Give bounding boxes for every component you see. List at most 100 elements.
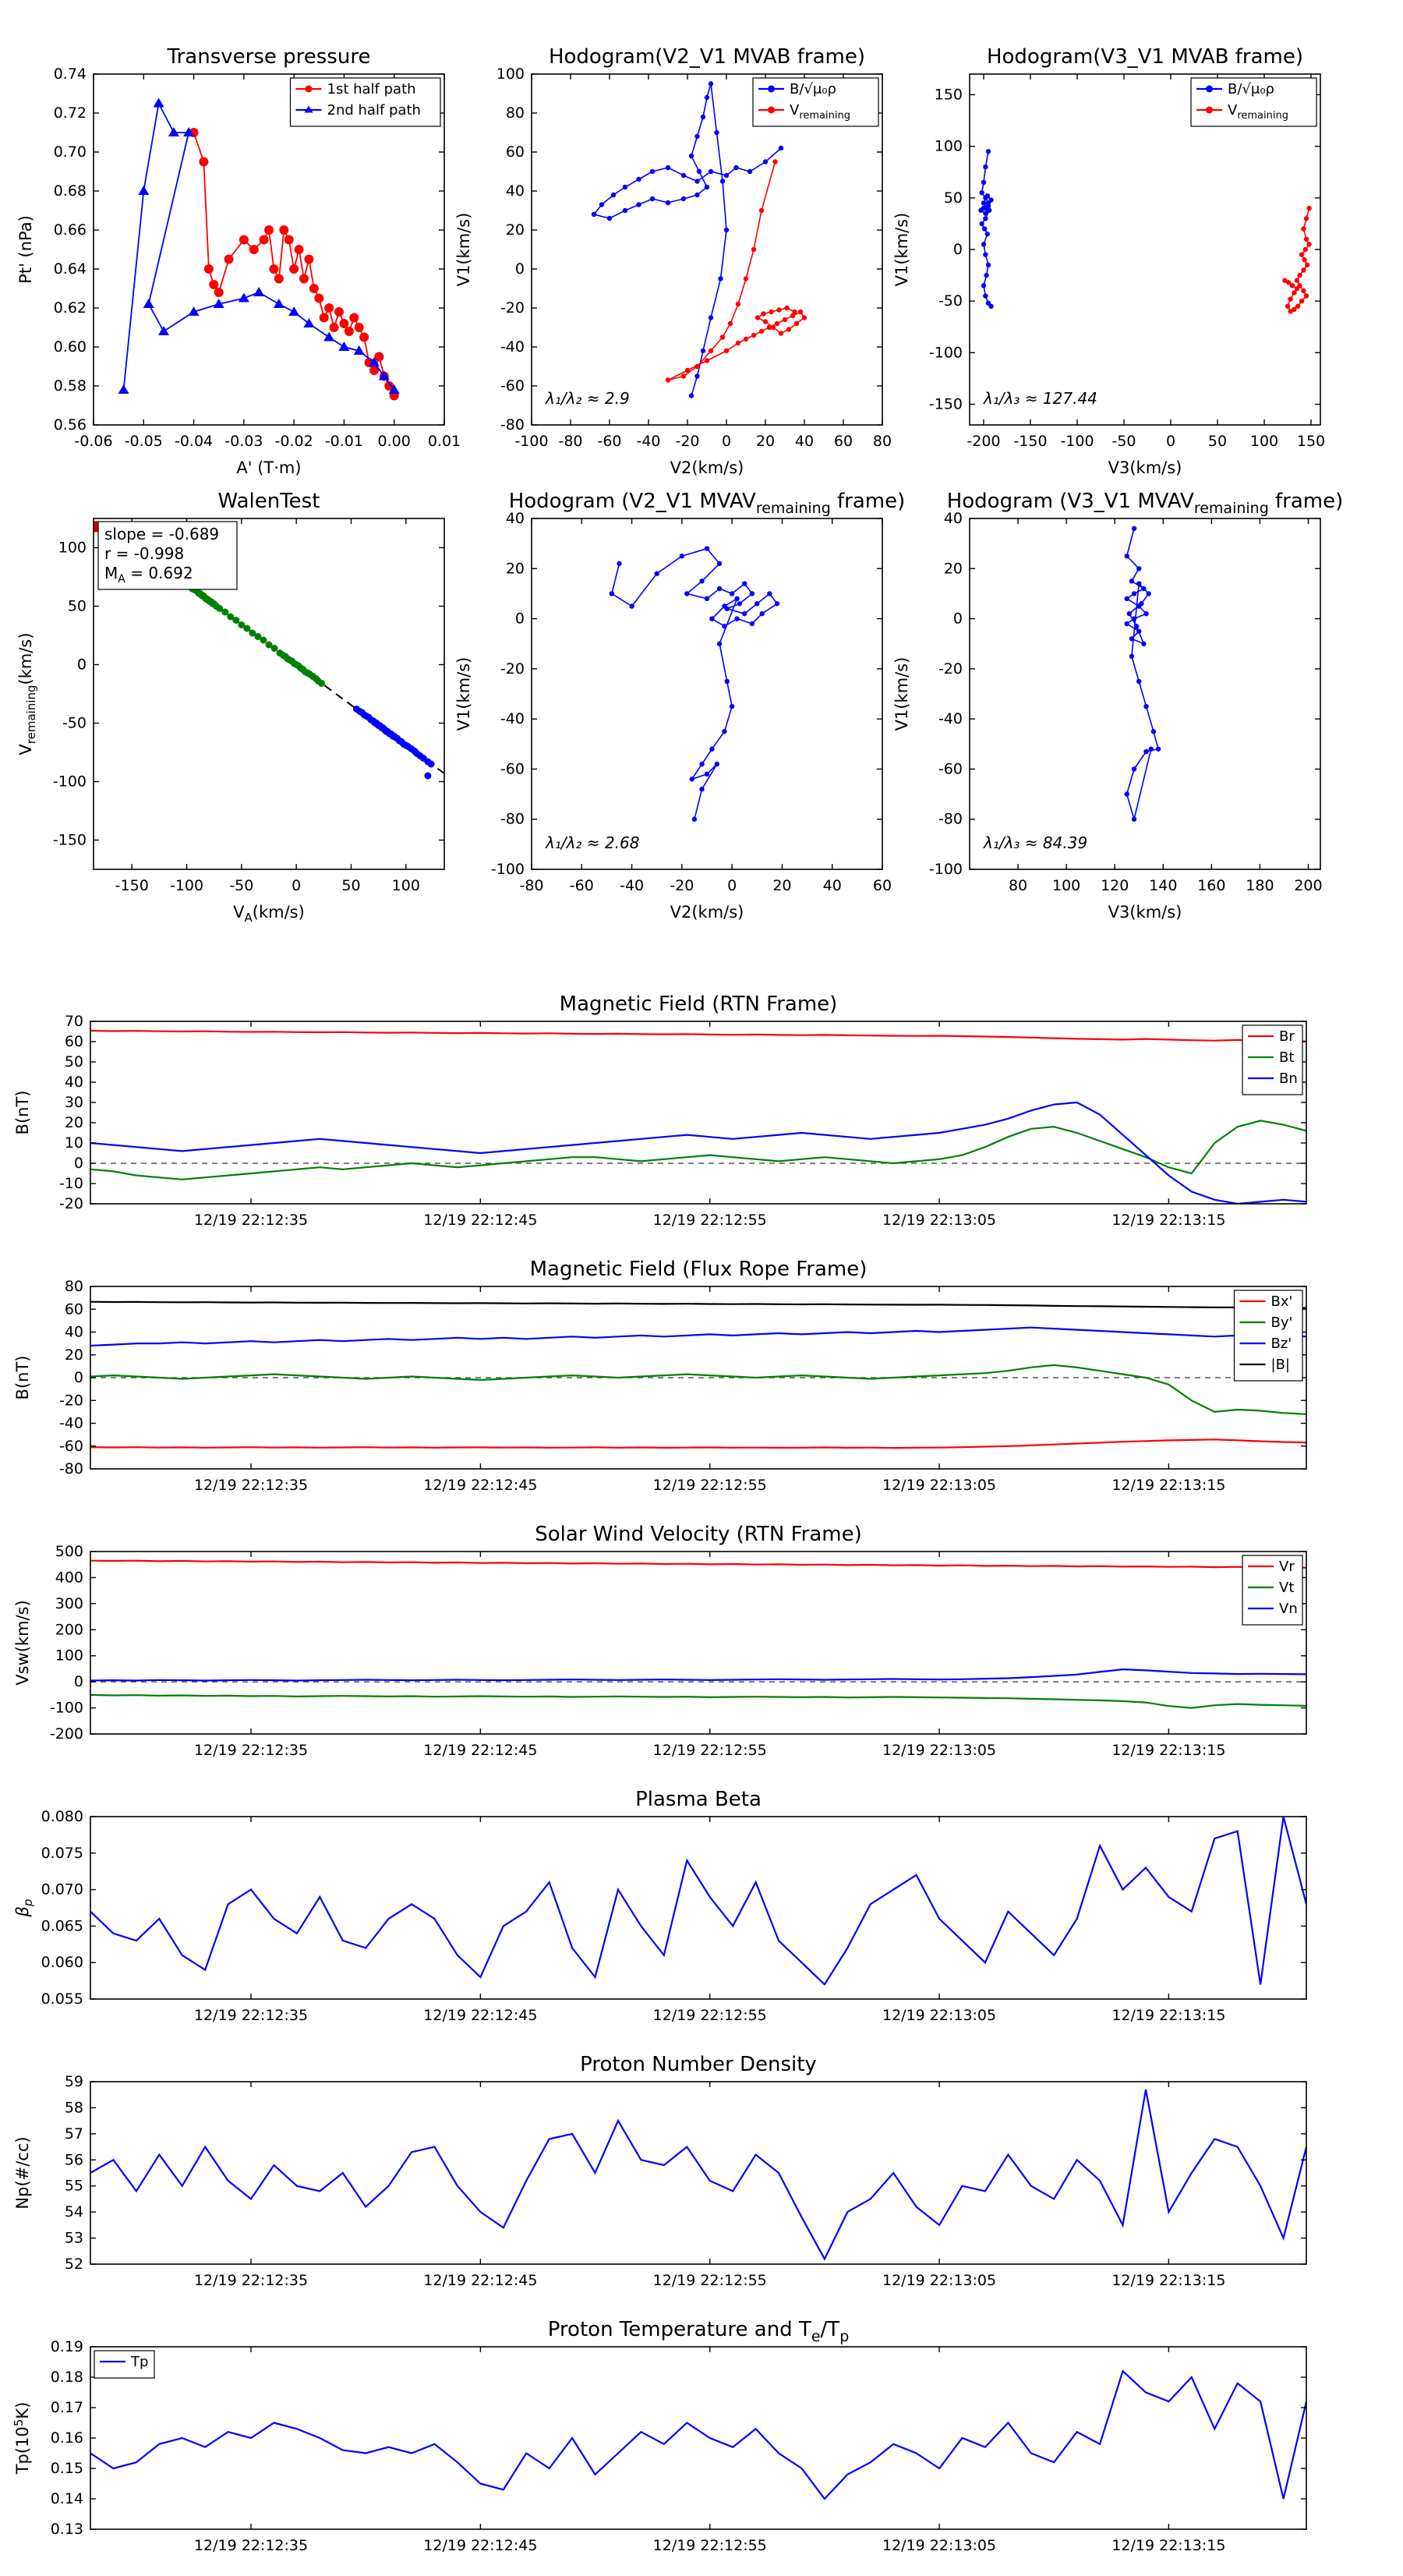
marker-dot bbox=[981, 283, 987, 288]
y-tick-label: 40 bbox=[506, 182, 525, 200]
y-tick-label: -10 bbox=[59, 1175, 83, 1192]
marker-dot bbox=[606, 215, 613, 221]
x-tick-label: 0 bbox=[727, 877, 737, 894]
series--b- bbox=[90, 1300, 1306, 1309]
chart-title: Plasma Beta bbox=[635, 1788, 762, 1811]
y-tick-label: 80 bbox=[65, 1278, 83, 1295]
marker-dot bbox=[684, 367, 691, 373]
x-tick-label: -0.03 bbox=[224, 433, 263, 450]
x-tick-label: 12/19 22:12:55 bbox=[653, 2272, 767, 2289]
stats-line: MA = 0.692 bbox=[104, 564, 193, 586]
marker-dot bbox=[1124, 554, 1129, 559]
x-tick-label: 12/19 22:12:35 bbox=[194, 1477, 308, 1494]
marker-circle bbox=[359, 332, 369, 342]
marker-dot bbox=[708, 348, 714, 354]
marker-dot bbox=[1302, 257, 1307, 263]
y-tick-label: 0.19 bbox=[51, 2338, 83, 2355]
x-tick-label: 100 bbox=[1052, 877, 1080, 894]
x-tick-label: 100 bbox=[392, 877, 420, 894]
marker-dot bbox=[766, 324, 772, 331]
marker-dot bbox=[699, 786, 705, 792]
x-tick-label: 12/19 22:13:15 bbox=[1111, 1212, 1225, 1229]
marker-circle bbox=[319, 313, 329, 323]
marker-dot bbox=[708, 168, 714, 175]
marker-circle bbox=[264, 225, 274, 235]
y-tick-label: 0.18 bbox=[51, 2369, 83, 2386]
panel-hodogram-v2v1-mvab: -100 -80 -60 -40 -20 0 20 40 60 80-80-60-40-20020… bbox=[454, 45, 892, 477]
axes-frame bbox=[90, 1551, 1307, 1735]
x-axis-label: V2(km/s) bbox=[670, 903, 744, 922]
marker-dot bbox=[727, 320, 733, 327]
marker-dot bbox=[1139, 601, 1144, 607]
marker-dot bbox=[254, 633, 262, 640]
marker-dot bbox=[758, 328, 765, 334]
legend-label: Vn bbox=[1279, 1601, 1298, 1617]
marker-circle bbox=[334, 307, 344, 317]
series-bx- bbox=[90, 1438, 1306, 1449]
y-tick-label: 0.66 bbox=[54, 221, 87, 239]
marker-circle bbox=[324, 303, 334, 313]
marker-dot bbox=[792, 309, 797, 315]
y-tick-label: 57 bbox=[65, 2125, 83, 2143]
marker-dot bbox=[699, 761, 705, 767]
marker-dot bbox=[723, 227, 730, 233]
x-tick-label: 12/19 22:12:35 bbox=[194, 1212, 308, 1229]
x-tick-label: -150 bbox=[115, 877, 149, 894]
marker-circle bbox=[339, 319, 349, 328]
y-tick-label: 0.13 bbox=[51, 2521, 83, 2538]
marker-circle bbox=[284, 235, 294, 245]
x-tick-label: 12/19 22:13:05 bbox=[882, 2007, 996, 2024]
y-tick-label: 40 bbox=[65, 1074, 83, 1091]
marker-circle bbox=[384, 381, 394, 391]
marker-dot bbox=[718, 276, 723, 281]
y-tick-label: -60 bbox=[59, 1438, 83, 1455]
panel-solar-wind-velocity: 12/19 22:12:35 12/19 22:12:45 12/19 22:12:… bbox=[13, 1523, 1307, 1759]
y-tick-label: -150 bbox=[53, 832, 87, 849]
y-tick-label: -100 bbox=[929, 344, 963, 361]
marker-dot bbox=[1305, 262, 1310, 268]
marker-dot bbox=[797, 309, 804, 315]
marker-circle bbox=[224, 254, 234, 264]
y-tick-label: 30 bbox=[65, 1094, 83, 1111]
y-tick-label: 150 bbox=[935, 86, 963, 103]
y-tick-label: 100 bbox=[935, 138, 963, 155]
x-tick-label: -150 bbox=[1013, 433, 1047, 450]
y-tick-label: 0 bbox=[74, 1155, 83, 1172]
x-tick-label: 60 bbox=[873, 877, 892, 894]
y-tick-label: 0.14 bbox=[51, 2490, 83, 2507]
marker-dot bbox=[665, 377, 671, 383]
legend-label: B/√μ₀ρ bbox=[1228, 81, 1274, 97]
chart-title: Proton Temperature and Te/Tp bbox=[548, 2318, 850, 2345]
series-group bbox=[118, 97, 400, 401]
x-tick-label: 12/19 22:13:15 bbox=[1111, 1477, 1225, 1494]
marker-dot bbox=[1150, 729, 1157, 734]
x-tick-label: -40 bbox=[636, 433, 660, 450]
x-tick-label: -0.02 bbox=[275, 433, 313, 450]
marker-triangle bbox=[213, 299, 224, 308]
marker-circle bbox=[304, 254, 314, 264]
y-tick-label: 0.075 bbox=[41, 1845, 83, 1862]
marker-dot bbox=[610, 192, 617, 198]
annotation: λ₁/λ₃ ≈ 84.39 bbox=[983, 833, 1087, 852]
x-tick-label: 12/19 22:12:35 bbox=[194, 2007, 308, 2024]
x-tick-label: 12/19 22:13:05 bbox=[882, 1742, 996, 1759]
series-vt bbox=[90, 1693, 1306, 1709]
marker-dot bbox=[1143, 703, 1149, 709]
marker-dot bbox=[691, 816, 698, 822]
marker-dot bbox=[1282, 278, 1288, 283]
panel-plasma-beta: 12/19 22:12:35 12/19 22:12:45 12/19 22:12:… bbox=[13, 1788, 1307, 2024]
legend-label: 2nd half path bbox=[327, 102, 421, 119]
marker-dot bbox=[729, 703, 735, 709]
y-tick-label: -20 bbox=[59, 1195, 83, 1212]
y-tick-label: -40 bbox=[500, 710, 525, 727]
x-tick-label: -20 bbox=[675, 433, 699, 450]
marker-circle bbox=[294, 245, 304, 254]
marker-dot bbox=[694, 192, 700, 198]
marker-dot bbox=[654, 571, 659, 576]
panel-hodogram-v3v1-mvab: -200 -150 -100 -50 0 50 100 150 -150 -100 -50 0 50 10… bbox=[892, 45, 1325, 477]
marker-dot bbox=[769, 309, 774, 315]
marker-dot bbox=[722, 729, 727, 734]
marker-dot bbox=[1292, 290, 1297, 295]
axes-frame bbox=[90, 2346, 1307, 2530]
series-group bbox=[90, 2089, 1306, 2261]
